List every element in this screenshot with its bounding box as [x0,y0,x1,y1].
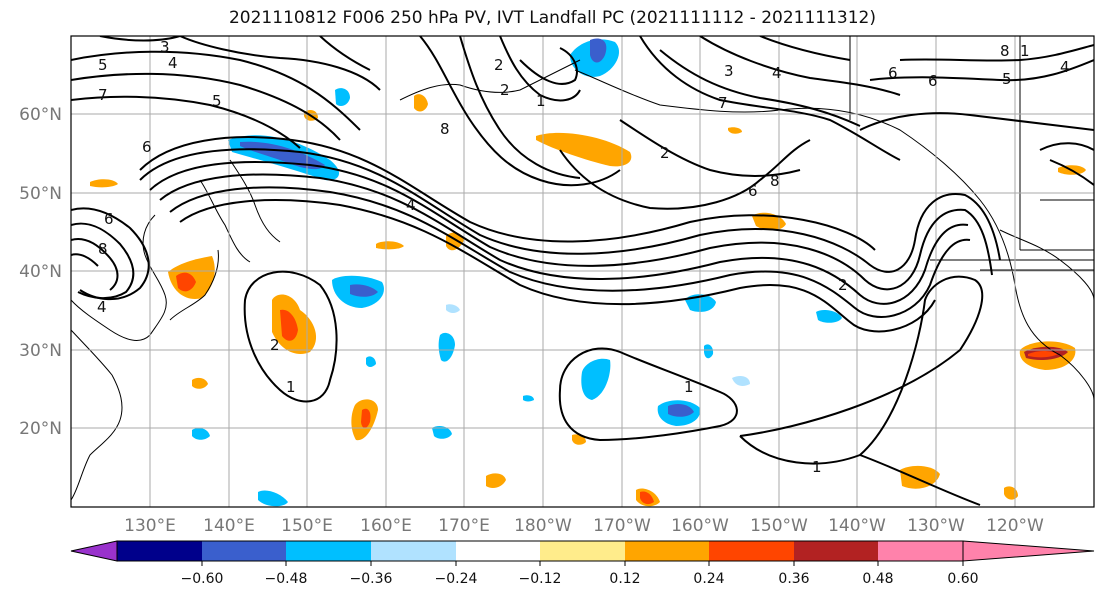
colorbar-tick-label: 0.48 [862,571,893,587]
contour-labels: 3 4 5 7 5 6 6 8 4 2 1 8 2 3 4 7 2 6 8 6 … [97,38,1070,476]
pv-anomaly-fills [90,38,1086,507]
colorbar-swatch [286,541,371,561]
contour-label: 4 [406,196,416,214]
colorbar-swatch [794,541,878,561]
lat-label: 60°N [19,105,62,125]
colorbar-tick-label: −0.48 [265,571,308,587]
lat-label: 30°N [19,341,62,361]
lat-label: 20°N [19,419,62,439]
lon-label: 130°W [907,516,965,536]
contour-label: 2 [494,56,504,74]
contour-label: 6 [928,72,938,90]
colorbar-tick-labels: −0.60 −0.48 −0.36 −0.24 −0.12 0.12 0.24 … [181,571,979,587]
lon-label: 180°W [514,516,572,536]
colorbar-swatch [625,541,709,561]
contour-label: 5 [1002,70,1012,88]
lon-label: 140°W [828,516,886,536]
colorbar-tick-label: −0.24 [435,571,478,587]
lon-label: 150°E [281,516,333,536]
colorbar-swatch [371,541,456,561]
map-frame [70,35,1095,508]
contour-label: 7 [98,86,108,104]
lon-label: 160°E [360,516,412,536]
contour-label: 4 [97,298,107,316]
contour-label: 4 [772,64,782,82]
longitude-labels: 130°E 140°E 150°E 160°E 170°E 180°W 170°… [124,516,1044,536]
colorbar-tick-label: 0.24 [693,571,724,587]
contour-label: 6 [888,64,898,82]
colorbar-swatch [709,541,794,561]
lon-label: 120°W [986,516,1044,536]
colorbar-swatch [878,541,963,561]
contour-label: 1 [286,378,296,396]
colorbar-tick-label: −0.60 [181,571,224,587]
contour-label: 6 [748,182,758,200]
contour-label: 7 [718,94,728,112]
colorbar-ticks [201,561,964,566]
contour-label: 8 [440,120,450,138]
contour-label: 3 [160,38,170,56]
colorbar-tick-label: 0.36 [778,571,809,587]
colorbar-tick-label: −0.12 [519,571,562,587]
contour-label: 2 [270,336,280,354]
contour-label: 6 [142,138,152,156]
contour-label: 1 [1020,42,1030,60]
lon-label: 140°E [203,516,255,536]
map-title: 2021110812 F006 250 hPa PV, IVT Landfall… [228,8,876,28]
colorbar-tick-label: 0.60 [947,571,978,587]
contour-label: 2 [500,81,510,99]
lat-label: 50°N [19,184,62,204]
colorbar-swatch [117,541,202,561]
contour-label: 3 [724,62,734,80]
contour-label: 2 [838,276,848,294]
latitude-labels: 60°N 50°N 40°N 30°N 20°N [19,105,62,439]
colorbar-swatch [456,541,540,561]
coastlines [71,36,1094,501]
contour-label: 4 [1060,58,1070,76]
contour-label: 5 [98,56,108,74]
contour-label: 4 [168,54,178,72]
contour-label: 8 [1000,42,1010,60]
contour-label: 8 [770,172,780,190]
lon-label: 130°E [124,516,176,536]
colorbar-swatch [540,541,625,561]
lat-label: 40°N [19,262,62,282]
contour-label: 6 [104,210,114,228]
contour-label: 2 [660,144,670,162]
colorbar: −0.60 −0.48 −0.36 −0.24 −0.12 0.12 0.24 … [70,540,1095,587]
lon-label: 170°W [593,516,651,536]
colorbar-tick-label: 0.12 [609,571,640,587]
contour-label: 5 [212,92,222,110]
colorbar-extend-high [962,540,1095,562]
ivt-contours [71,36,1094,506]
lon-label: 150°W [750,516,808,536]
colorbar-extend-low [70,540,118,562]
colorbar-tick-label: −0.36 [350,571,393,587]
colorbar-swatch [202,541,286,561]
lon-label: 160°W [671,516,729,536]
contour-label: 8 [98,240,108,258]
lon-label: 170°E [438,516,490,536]
contour-label: 1 [812,458,822,476]
contour-label: 1 [536,92,546,110]
contour-label: 1 [684,378,694,396]
